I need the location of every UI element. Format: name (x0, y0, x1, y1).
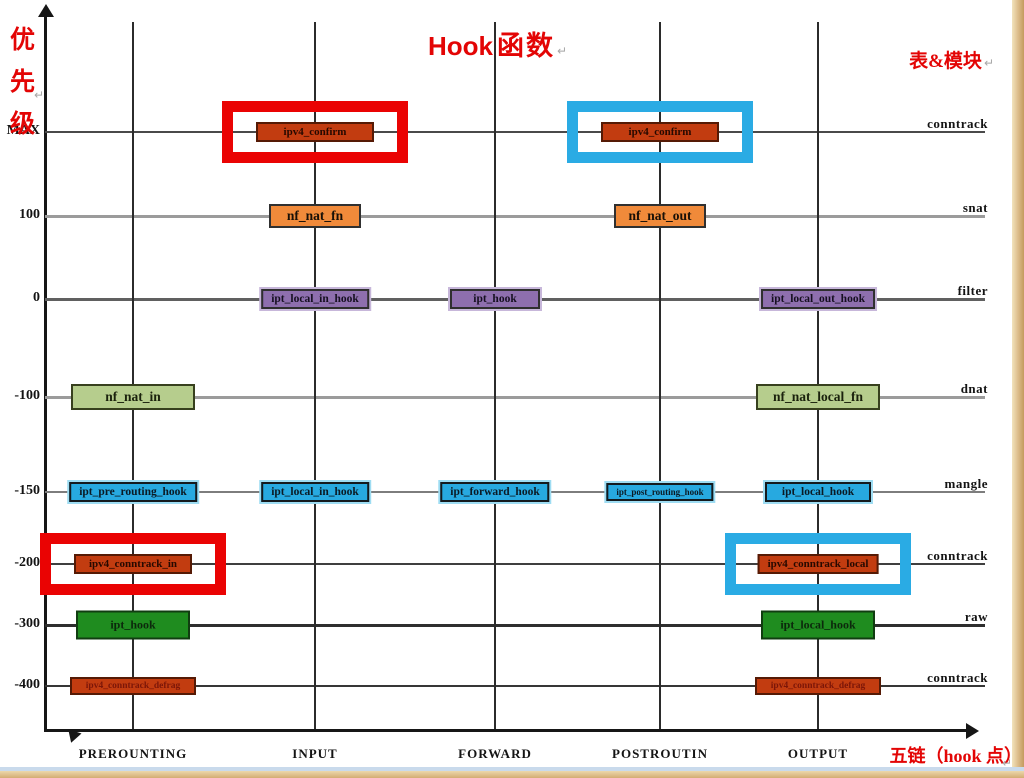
hook-box-ipt_forward_hook: ipt_forward_hook (440, 482, 550, 502)
diagram-title: Hook 函数 ↵ (428, 24, 567, 63)
slide-right-edge (1012, 0, 1024, 778)
return-mark-icon: ↵ (983, 55, 994, 70)
priority-tick-label: -200 (14, 555, 40, 570)
hook-box-ipt_local_in_hook: ipt_local_in_hook (261, 289, 369, 309)
table-module-label: raw (964, 609, 988, 624)
cyan-highlight-rectangle (725, 533, 911, 595)
table-module-label: dnat (960, 381, 988, 396)
hook-box-ipt_local_in_hook: ipt_local_in_hook (261, 482, 369, 502)
priority-axis-char: 级 (10, 111, 36, 138)
title-zh-text: 函数 (497, 31, 555, 61)
table-module-label: conntrack (927, 116, 988, 131)
hook-box-ipt_local_hook: ipt_local_hook (761, 610, 875, 640)
red-highlight-rectangle (40, 533, 226, 595)
chain-label: INPUT (292, 746, 338, 761)
hook-box-nf_nat_local_fn: nf_nat_local_fn (756, 384, 880, 410)
chain-label: FORWARD (458, 746, 532, 761)
hook-box-ipt_hook: ipt_hook (76, 610, 190, 640)
hook-box-ipv4_confirm: ipv4_confirm (256, 122, 374, 142)
table-module-label: conntrack (927, 670, 988, 685)
chain-column-line (494, 22, 496, 729)
hook-box-nf_nat_fn: nf_nat_fn (269, 204, 361, 228)
table-module-label: conntrack (927, 548, 988, 563)
chain-label: POSTROUTIN (612, 746, 708, 761)
priority-axis-char: 先 (10, 69, 36, 96)
hook-box-nf_nat_in: nf_nat_in (71, 384, 195, 410)
return-mark-icon: ↵ (557, 44, 568, 59)
hook-box-ipt_hook: ipt_hook (450, 289, 540, 309)
table-module-label: snat (962, 200, 988, 215)
priority-axis-title: 优先级 (10, 20, 35, 140)
hook-box-ipv4_confirm: ipv4_confirm (601, 122, 719, 142)
priority-tick-label: -150 (14, 483, 40, 498)
priority-tick-label: -400 (14, 677, 40, 692)
priority-row-line (45, 131, 985, 133)
hook-box-ipt_pre_routing_hook: ipt_pre_routing_hook (69, 482, 197, 502)
slide-bottom-tan-edge (0, 771, 1024, 778)
hook-box-ipv4_conntrack_defrag: ipv4_conntrack_defrag (755, 677, 881, 695)
chain-column-line (817, 22, 819, 729)
hook-box-nf_nat_out: nf_nat_out (614, 204, 706, 228)
hook-box-ipv4_conntrack_defrag: ipv4_conntrack_defrag (70, 677, 196, 695)
red-highlight-rectangle (222, 101, 408, 163)
priority-axis-line (44, 14, 47, 730)
slide-bottom-blue-edge (0, 767, 1024, 771)
chain-column-line (659, 22, 661, 729)
title-hook-text: Hook (428, 31, 493, 61)
priority-row-line (45, 396, 985, 399)
priority-tick-label: 0 (33, 290, 40, 305)
priority-row-line (45, 563, 985, 565)
chain-axis-line (44, 729, 969, 732)
chain-column-line (132, 22, 134, 729)
chain-label: OUTPUT (787, 746, 849, 761)
five-chains-label: 五链（hook 点） (889, 746, 1022, 766)
hook-box-ipt_post_routing_hook: ipt_post_routing_hook (606, 483, 714, 501)
table-module-label: filter (957, 283, 988, 298)
hook-box-ipv4_conntrack_in: ipv4_conntrack_in (74, 554, 192, 574)
priority-axis-char: 优 (10, 27, 36, 54)
hook-box-ipt_local_hook: ipt_local_hook (765, 482, 871, 502)
hook-box-ipv4_conntrack_local: ipv4_conntrack_local (757, 554, 879, 574)
chain-label: PREROUNTING (78, 746, 188, 761)
return-mark-icon: ↵ (34, 88, 45, 102)
chain-column-line (314, 22, 316, 729)
table-module-label: mangle (944, 476, 988, 491)
priority-tick-label: 100 (19, 207, 40, 222)
cyan-highlight-rectangle (567, 101, 753, 163)
priority-row-line (45, 624, 985, 627)
priority-tick-label: -300 (14, 616, 40, 631)
tables-modules-label: 表&模块 ↵ (909, 51, 994, 72)
priority-axis-arrow-icon (38, 4, 54, 17)
hook-box-ipt_local_out_hook: ipt_local_out_hook (761, 289, 875, 309)
priority-row-line (45, 685, 985, 687)
priority-row-line (45, 215, 985, 218)
chain-axis-arrow-icon (966, 723, 979, 739)
return-mark-icon: ↵ (1002, 756, 1013, 770)
priority-tick-label: MAX (6, 123, 40, 138)
priority-tick-label: -100 (14, 388, 40, 403)
